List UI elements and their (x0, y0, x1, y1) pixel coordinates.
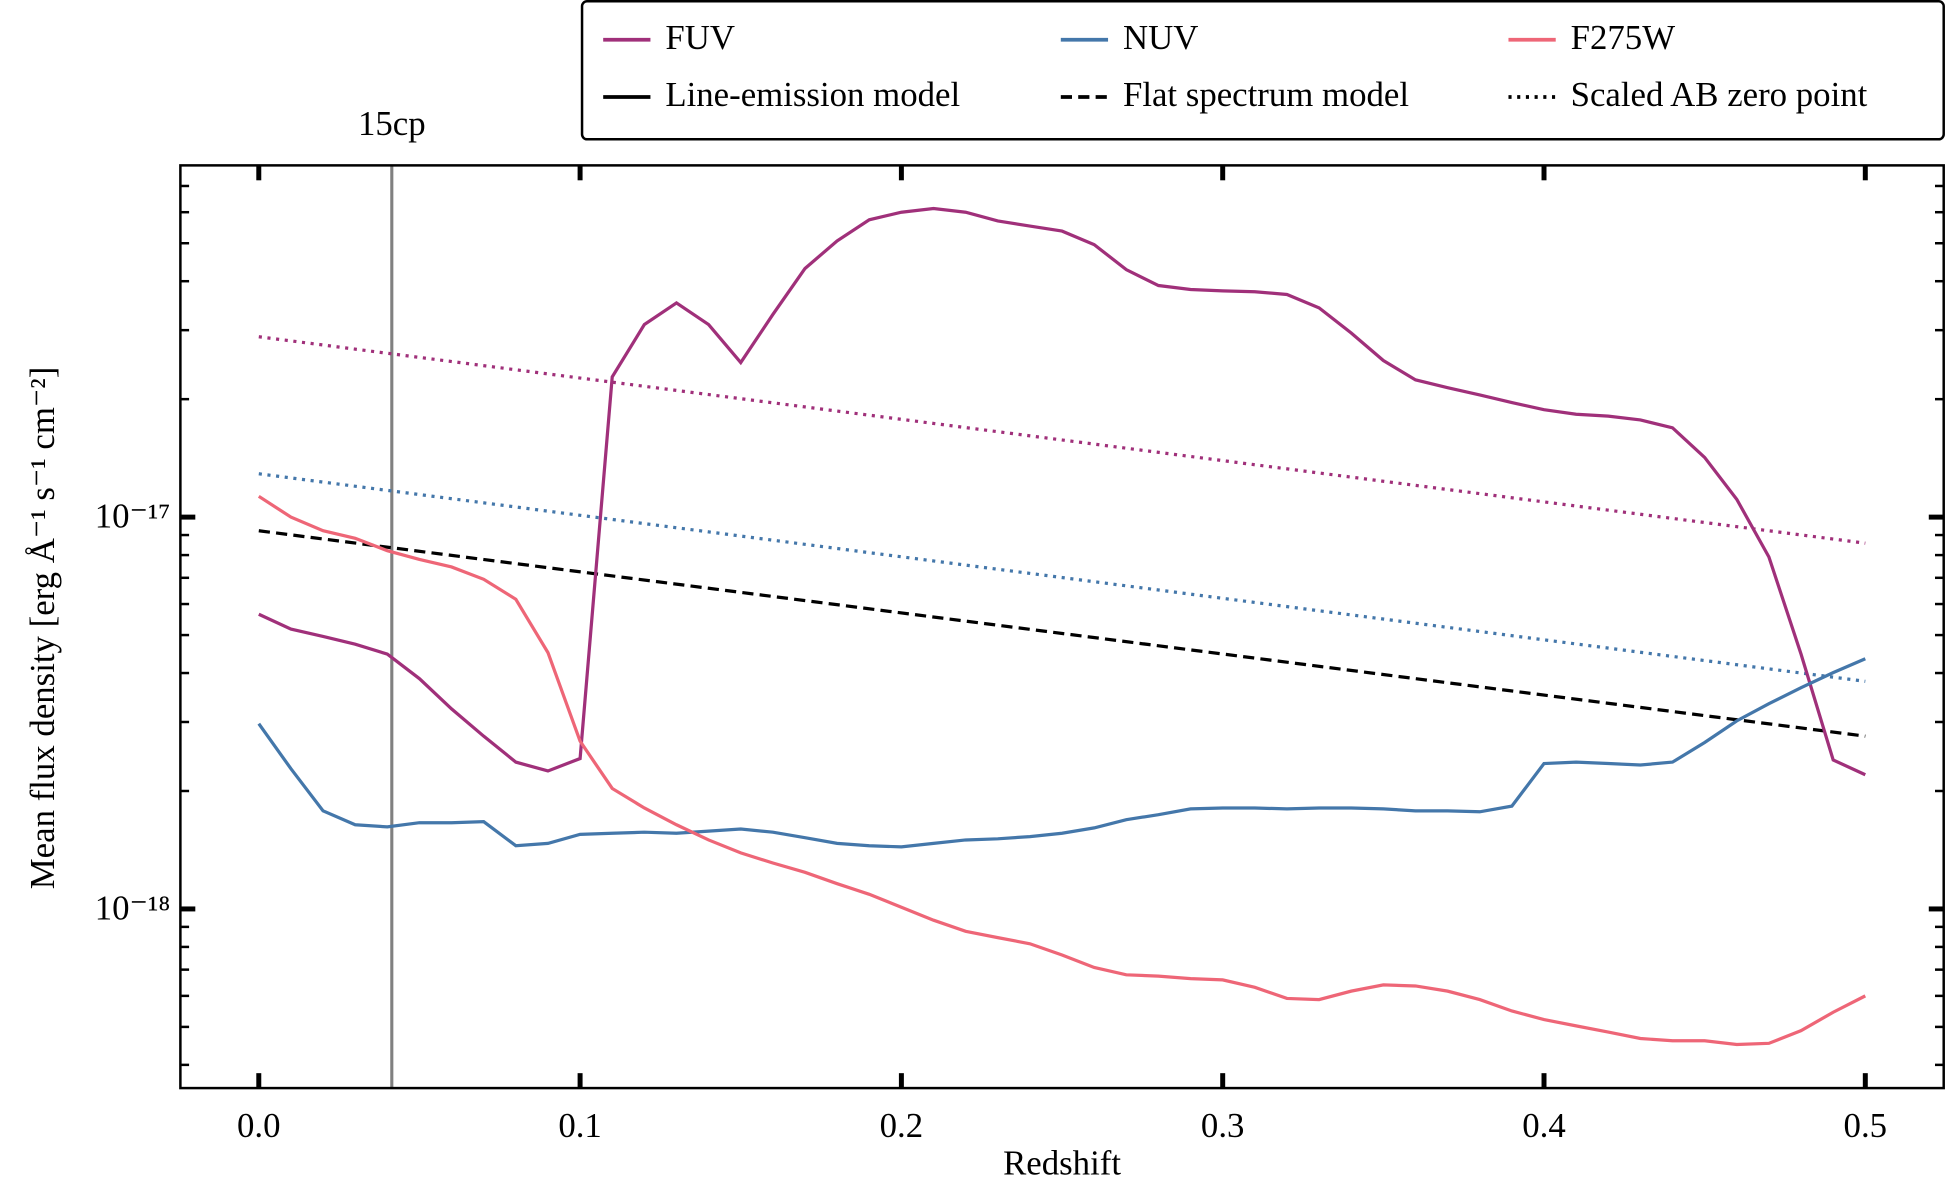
legend-label: Line-emission model (665, 75, 960, 114)
legend-label: NUV (1123, 18, 1198, 57)
legend-label: F275W (1571, 18, 1676, 57)
legend-label: Scaled AB zero point (1571, 75, 1868, 114)
plot-frame (179, 164, 1945, 1090)
y-axis-label: Mean flux density [erg Å⁻¹ s⁻¹ cm⁻²] (23, 367, 62, 890)
data-line (258, 335, 1866, 545)
data-line (258, 529, 1866, 738)
vertical-line-label: 15cp (358, 104, 426, 143)
y-tick-label: 10⁻¹⁸ (95, 888, 171, 927)
data-line (258, 472, 1866, 683)
legend-label: Flat spectrum model (1123, 75, 1409, 114)
y-tick-label: 10⁻¹⁷ (95, 497, 171, 536)
x-tick-label: 0.1 (558, 1106, 602, 1145)
x-tick-label: 0.5 (1844, 1106, 1888, 1145)
x-tick-label: 0.3 (1201, 1106, 1245, 1145)
data-line (258, 206, 1866, 777)
data-line (257, 494, 1867, 1047)
x-tick-label: 0.2 (880, 1106, 924, 1145)
x-tick-label: 0.4 (1522, 1106, 1566, 1145)
x-axis-label: Redshift (1003, 1143, 1121, 1182)
data-line (257, 657, 1866, 849)
legend-label: FUV (665, 18, 735, 57)
x-tick-label: 0.0 (237, 1106, 280, 1145)
legend-box (580, 0, 1945, 141)
